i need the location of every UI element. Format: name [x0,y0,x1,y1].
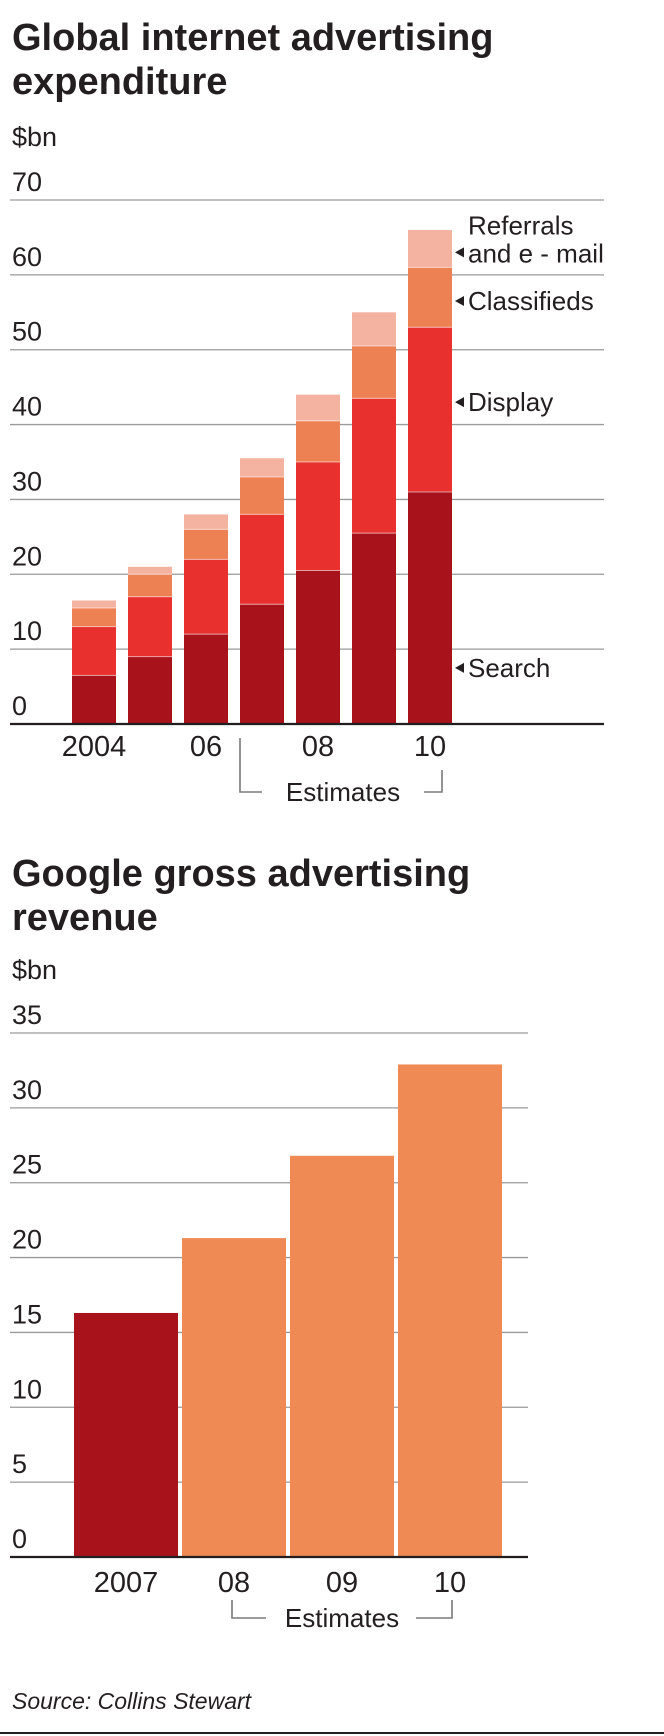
y-tick-label: 50 [12,317,42,347]
legend-label-referrals: Referrals [468,210,573,240]
bar-segment-search [408,491,452,724]
y-tick-label: 70 [12,167,42,197]
legend-label-search: Search [468,653,550,683]
expenditure-y-ticks: 0 10 20 30 40 50 60 70 [12,167,42,721]
x-tick-label: 08 [302,731,334,763]
legend-pointer-icon [455,296,464,307]
y-tick-label: 30 [12,466,42,496]
bar-segment-referrals [128,566,172,575]
bar-2007 [74,1312,178,1557]
legend-pointer-icon [455,247,464,258]
bar-segment-display [128,596,172,657]
y-tick-label: 60 [12,242,42,272]
y-tick-label: 20 [12,541,42,571]
bar-segment-search [72,675,116,724]
expenditure-title-line1: Global internet advertising [12,17,493,59]
bar-segment-search [352,533,396,724]
y-tick-label: 20 [12,1225,42,1255]
y-tick-label: 30 [12,1075,42,1105]
legend-label-referrals-line2: and e - mail [468,238,604,268]
x-tick-label: 06 [190,731,222,763]
y-tick-label: 0 [12,1524,27,1554]
bar-segment-classifieds [128,574,172,597]
y-tick-label: 40 [12,392,42,422]
bar-segment-classifieds [352,345,396,399]
x-tick-label: 10 [434,1567,466,1599]
expenditure-title-line2: expenditure [12,61,227,103]
source-note: Source: Collins Stewart [12,1688,253,1714]
bar-segment-classifieds [184,529,228,560]
legend-label-classifieds: Classifieds [468,286,594,316]
x-tick-label: 2004 [62,731,127,763]
bar-segment-search [296,570,340,724]
y-tick-label: 35 [12,1000,42,1030]
bar-segment-referrals [184,514,228,530]
bar-segment-display [72,626,116,676]
bar-segment-classifieds [296,420,340,462]
google-y-ticks: 0 5 10 15 20 25 30 35 [12,1000,42,1554]
bar-segment-referrals [408,229,452,268]
bar-segment-search [184,634,228,724]
bar-segment-display [184,559,228,635]
bar-segment-referrals [72,600,116,608]
bar-segment-referrals [296,394,340,421]
y-tick-label: 10 [12,616,42,646]
bar-segment-display [296,462,340,571]
google-unit: $bn [12,955,57,985]
google-estimates-bracket: Estimates [231,1600,453,1633]
estimates-label: Estimates [286,777,400,807]
bar-segment-referrals [240,458,284,477]
estimates-label: Estimates [285,1603,399,1633]
estimates-bracket-line [239,738,443,793]
bar-segment-classifieds [408,267,452,328]
expenditure-bars [72,229,452,724]
bar-segment-search [128,656,172,724]
google-bars [74,1064,502,1557]
legend-pointer-icon [455,662,464,673]
x-tick-label: 08 [218,1567,250,1599]
y-tick-label: 10 [12,1374,42,1404]
bar-segment-display [352,398,396,534]
bar-segment-classifieds [72,607,116,627]
y-tick-label: 0 [12,691,27,721]
google-title-line1: Google gross advertising [12,853,470,895]
bar-segment-referrals [352,312,396,346]
expenditure-unit: $bn [12,122,57,152]
bar-08 [182,1238,286,1557]
bar-segment-classifieds [240,476,284,515]
legend-pointer-icon [455,397,464,408]
estimates-bracket-line [231,1600,453,1619]
x-tick-label: 10 [414,731,446,763]
y-tick-label: 25 [12,1150,42,1180]
x-tick-label: 09 [326,1567,358,1599]
bar-segment-search [240,604,284,724]
expenditure-chart: Global internet advertising expenditure … [10,17,604,807]
y-tick-label: 5 [12,1449,27,1479]
expenditure-estimates-bracket: Estimates [239,738,443,807]
bar-segment-display [408,327,452,492]
bar-10 [398,1064,502,1557]
bar-segment-display [240,514,284,605]
bar-09 [290,1155,394,1557]
google-x-ticks: 2007 08 09 10 [94,1567,466,1599]
google-revenue-chart: Google gross advertising revenue $bn 0 5 1… [10,853,528,1633]
y-tick-label: 15 [12,1299,42,1329]
x-tick-label: 2007 [94,1567,159,1599]
expenditure-x-ticks: 2004 06 08 10 [62,731,446,763]
legend-label-display: Display [468,387,553,417]
google-title-line2: revenue [12,897,158,939]
